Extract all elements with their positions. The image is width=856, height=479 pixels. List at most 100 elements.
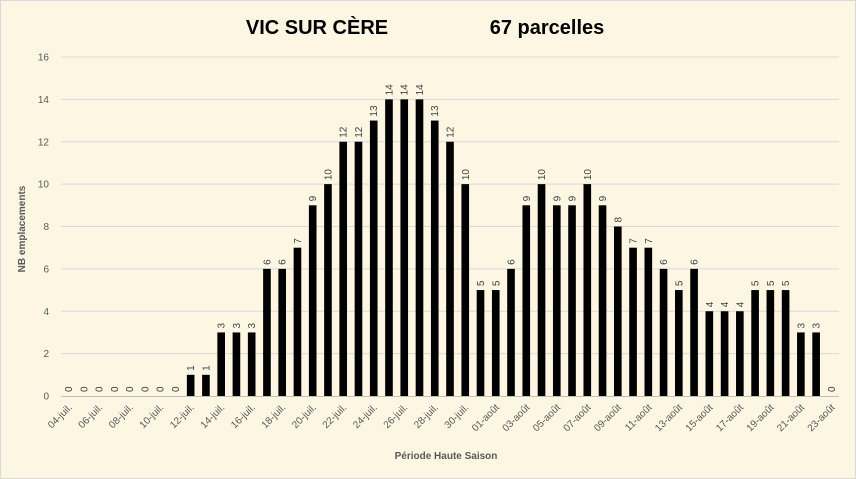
x-axis-title: Période Haute Saison	[395, 451, 498, 462]
bar-value-label: 3	[812, 322, 823, 328]
x-tick-label: 19-août	[745, 402, 777, 434]
bar	[537, 184, 546, 396]
bar-value-label: 4	[735, 301, 746, 307]
x-tick-label: 28-juil.	[412, 402, 441, 431]
bar	[385, 99, 393, 396]
x-tick-label: 13-août	[653, 402, 685, 434]
bar-value-label: 10	[461, 169, 472, 181]
bar	[324, 184, 332, 396]
bar-value-label: 10	[583, 169, 594, 181]
bar	[232, 332, 241, 396]
x-tick-label: 09-août	[592, 402, 624, 434]
bar-value-label: 5	[674, 280, 685, 286]
bar	[369, 120, 378, 396]
bar-value-label: 13	[430, 105, 441, 117]
bar-value-label: 3	[247, 322, 258, 328]
x-tick-label: 26-juil.	[382, 402, 411, 431]
bar	[690, 268, 698, 396]
bar	[583, 184, 592, 396]
chart-title-place: VIC SUR CÈRE	[246, 16, 388, 39]
bar	[644, 247, 653, 396]
bar	[430, 120, 439, 396]
bar	[781, 290, 790, 396]
bar-value-label: 0	[140, 386, 151, 392]
bar-value-label: 9	[552, 195, 563, 201]
bar-value-label: 12	[339, 126, 350, 138]
bar-value-label: 5	[751, 280, 762, 286]
bar-value-label: 4	[720, 301, 731, 307]
bar	[339, 141, 348, 396]
x-tick-label: 12-juil.	[168, 402, 197, 431]
bar-value-label: 5	[781, 280, 792, 286]
y-tick-label: 10	[38, 180, 50, 191]
bar	[354, 141, 363, 396]
bar-value-label: 6	[690, 259, 701, 265]
bar-value-label: 7	[629, 238, 640, 244]
bar	[659, 268, 668, 396]
bar	[720, 311, 729, 396]
bar	[308, 205, 317, 396]
x-tick-label: 22-juil.	[321, 402, 350, 431]
bar-value-label: 3	[217, 322, 228, 328]
y-tick-label: 6	[43, 264, 49, 275]
bar	[675, 290, 683, 396]
bar-value-label: 12	[446, 126, 457, 138]
x-tick-label: 14-juil.	[199, 402, 228, 431]
bar-value-label: 6	[262, 259, 273, 265]
x-tick-label: 18-juil.	[260, 402, 289, 431]
bar	[446, 141, 454, 396]
bar-value-label: 8	[613, 217, 624, 223]
x-axis-ticks: 04-juil. 06-juil. 08-juil. 10-juil. 12-juil.…	[46, 402, 838, 434]
bar-value-label: 1	[186, 365, 197, 371]
bar	[552, 205, 561, 396]
bar	[491, 290, 500, 396]
y-tick-label: 4	[43, 307, 49, 318]
bar	[598, 205, 607, 396]
bar-value-label: 0	[156, 386, 167, 392]
bar-value-label: 6	[507, 259, 518, 265]
bar-value-label: 1	[201, 365, 212, 371]
bar	[415, 99, 424, 396]
x-tick-label: 21-août	[775, 402, 807, 434]
bar-value-label: 12	[354, 126, 365, 138]
bar-value-label: 13	[369, 105, 380, 117]
bar	[797, 332, 805, 396]
bar	[705, 311, 714, 396]
bar-value-label: 10	[537, 169, 548, 181]
bar-value-label: 0	[64, 386, 75, 392]
bar-value-label: 0	[171, 386, 182, 392]
bar	[736, 311, 744, 396]
bar-value-label: 14	[400, 84, 411, 96]
bar-value-label: 6	[659, 259, 670, 265]
bar-value-label: 14	[384, 84, 395, 96]
bar	[766, 290, 775, 396]
x-tick-label: 05-août	[531, 402, 563, 434]
bar-value-label: 4	[705, 301, 716, 307]
x-tick-label: 16-juil.	[229, 402, 258, 431]
x-tick-label: 11-août	[623, 402, 654, 433]
bar-value-label: 7	[644, 238, 655, 244]
bar-value-label: 9	[522, 195, 533, 201]
bar	[522, 205, 531, 396]
bar-value-label: 0	[79, 386, 90, 392]
bar	[263, 268, 271, 396]
x-tick-label: 01-août	[470, 402, 502, 434]
bar-value-label: 3	[796, 322, 807, 328]
bar	[217, 332, 225, 396]
bar	[629, 247, 637, 396]
bar	[461, 184, 470, 396]
bar	[613, 226, 622, 396]
x-tick-label: 30-juil.	[443, 402, 472, 431]
y-axis-title: NB emplacements	[17, 185, 28, 272]
y-tick-label: 14	[38, 95, 50, 106]
x-tick-label: 07-août	[562, 402, 594, 434]
bar	[751, 290, 759, 396]
bar	[186, 374, 195, 396]
x-tick-label: 04-juil.	[46, 402, 75, 431]
y-tick-label: 12	[38, 137, 50, 148]
bar	[293, 247, 302, 396]
x-tick-label: 20-juil.	[290, 402, 319, 431]
x-tick-label: 10-juil.	[138, 402, 167, 431]
